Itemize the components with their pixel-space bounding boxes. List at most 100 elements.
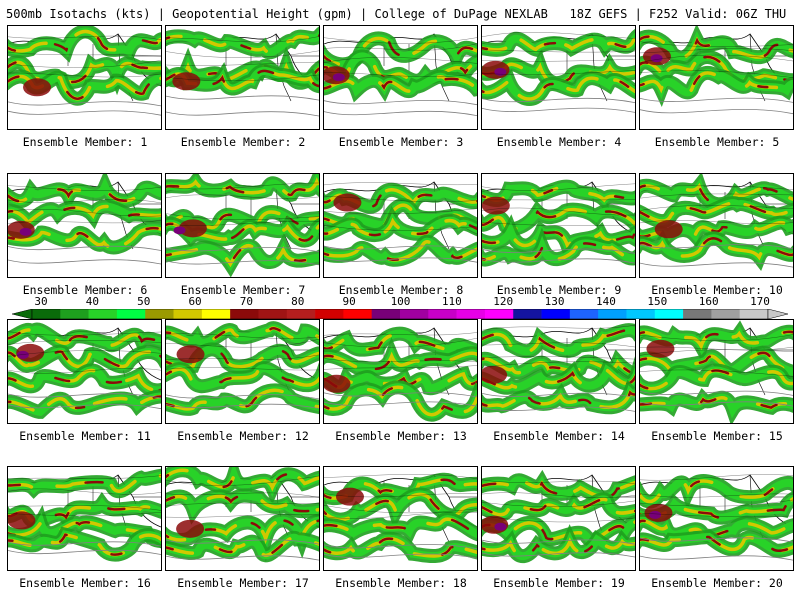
- color-bar-tick-label: 130: [544, 295, 565, 308]
- title-left: 500mb Isotachs (kts) | Geopotential Heig…: [6, 7, 548, 21]
- color-bar-segment: [145, 309, 174, 319]
- ensemble-panel-16: [7, 466, 162, 571]
- ensemble-label-6: Ensemble Member: 6: [22, 283, 148, 297]
- ensemble-label-9: Ensemble Member: 9: [496, 283, 622, 297]
- ensemble-map-5: [640, 26, 793, 129]
- ensemble-map-13: [324, 320, 477, 423]
- color-bar-segment: [230, 309, 259, 319]
- ensemble-label-13: Ensemble Member: 13: [335, 429, 467, 443]
- ensemble-label-4: Ensemble Member: 4: [496, 135, 622, 149]
- color-bar-segment: [513, 309, 542, 319]
- color-bar-tick-label: 160: [698, 295, 719, 308]
- ensemble-panel-2: [165, 25, 320, 130]
- ensemble-map-12: [166, 320, 319, 423]
- ensemble-label-3: Ensemble Member: 3: [338, 135, 464, 149]
- color-bar-segment: [258, 309, 288, 319]
- ensemble-panel-4: [481, 25, 636, 130]
- ensemble-map-1: [8, 26, 161, 129]
- ensemble-label-8: Ensemble Member: 8: [338, 283, 464, 297]
- ensemble-map-8: [324, 174, 477, 277]
- ensemble-map-6: [8, 174, 161, 277]
- ensemble-map-16: [8, 467, 161, 570]
- color-bar-segment: [428, 309, 457, 319]
- ensemble-label-20: Ensemble Member: 20: [651, 576, 783, 590]
- ensemble-map-4: [482, 26, 635, 129]
- color-bar-tick-label: 90: [342, 295, 356, 308]
- ensemble-map-15: [640, 320, 793, 423]
- color-bar-segment: [286, 309, 316, 319]
- color-bar-tick-label: 140: [595, 295, 616, 308]
- color-bar-tick-label: 80: [291, 295, 305, 308]
- ensemble-map-19: [482, 467, 635, 570]
- color-bar-tick-label: 120: [493, 295, 514, 308]
- color-bar-segment: [626, 309, 656, 319]
- ensemble-label-19: Ensemble Member: 19: [493, 576, 625, 590]
- ensemble-map-10: [640, 174, 793, 277]
- ensemble-label-7: Ensemble Member: 7: [180, 283, 306, 297]
- color-bar-tick-label: 70: [239, 295, 254, 308]
- ensemble-label-15: Ensemble Member: 15: [651, 429, 783, 443]
- color-bar-segment: [371, 309, 401, 319]
- color-bar-tick-label: 40: [85, 295, 99, 308]
- color-bar-arrow-right: [767, 309, 788, 319]
- ensemble-panel-17: [165, 466, 320, 571]
- ensemble-panel-5: [639, 25, 794, 130]
- ensemble-panel-3: [323, 25, 478, 130]
- color-bar-tick-label: 30: [34, 295, 48, 308]
- color-bar-segment: [88, 309, 118, 319]
- color-bar-arrow-left: [12, 309, 33, 319]
- color-bar-tick-label: 150: [647, 295, 668, 308]
- title-right: 18Z GEFS | F252 Valid: 06Z THU NOV 27 20…: [569, 7, 794, 21]
- color-bar-segment: [173, 309, 203, 319]
- ensemble-label-2: Ensemble Member: 2: [180, 135, 306, 149]
- color-bar-tick-label: 170: [750, 295, 770, 308]
- color-bar-segment: [654, 309, 684, 319]
- color-bar-segment: [32, 309, 61, 319]
- color-bar-segment: [456, 309, 486, 319]
- ensemble-label-17: Ensemble Member: 17: [177, 576, 309, 590]
- ensemble-map-20: [640, 467, 793, 570]
- color-bar-segment: [60, 309, 89, 319]
- ensemble-map-17: [166, 467, 319, 570]
- ensemble-panel-10: [639, 173, 794, 278]
- ensemble-label-16: Ensemble Member: 16: [19, 576, 151, 590]
- ensemble-label-11: Ensemble Member: 11: [19, 429, 151, 443]
- color-bar-segment: [569, 309, 599, 319]
- color-bar-segment: [484, 309, 514, 319]
- ensemble-panel-7: [165, 173, 320, 278]
- ensemble-panel-18: [323, 466, 478, 571]
- ensemble-label-10: Ensemble Member: 10: [651, 283, 783, 297]
- color-bar-tick-label: 100: [390, 295, 411, 308]
- ensemble-panel-19: [481, 466, 636, 571]
- ensemble-label-18: Ensemble Member: 18: [335, 576, 467, 590]
- color-bar-tick-label: 50: [137, 295, 151, 308]
- ensemble-label-14: Ensemble Member: 14: [493, 429, 625, 443]
- ensemble-map-9: [482, 174, 635, 277]
- ensemble-map-7: [166, 174, 319, 277]
- color-bar-tick-label: 60: [188, 295, 202, 308]
- ensemble-panel-6: [7, 173, 162, 278]
- color-bar-segment: [343, 309, 372, 319]
- color-bar-segment: [541, 309, 571, 319]
- color-bar-segment: [116, 309, 146, 319]
- ensemble-panel-15: [639, 319, 794, 424]
- ensemble-label-5: Ensemble Member: 5: [654, 135, 780, 149]
- ensemble-panel-12: [165, 319, 320, 424]
- ensemble-panel-11: [7, 319, 162, 424]
- color-bar: [12, 309, 788, 319]
- ensemble-map-2: [166, 26, 319, 129]
- ensemble-panel-8: [323, 173, 478, 278]
- ensemble-panel-9: [481, 173, 636, 278]
- ensemble-map-18: [324, 467, 477, 570]
- ensemble-map-11: [8, 320, 161, 423]
- color-bar-segment: [400, 309, 429, 319]
- ensemble-panel-1: [7, 25, 162, 130]
- color-bar-tick-label: 110: [441, 295, 462, 308]
- ensemble-map-3: [324, 26, 477, 129]
- color-bar-segment: [598, 309, 627, 319]
- ensemble-map-14: [482, 320, 635, 423]
- color-bar-segment: [739, 309, 769, 319]
- ensemble-panel-14: [481, 319, 636, 424]
- ensemble-panel-13: [323, 319, 478, 424]
- ensemble-panel-20: [639, 466, 794, 571]
